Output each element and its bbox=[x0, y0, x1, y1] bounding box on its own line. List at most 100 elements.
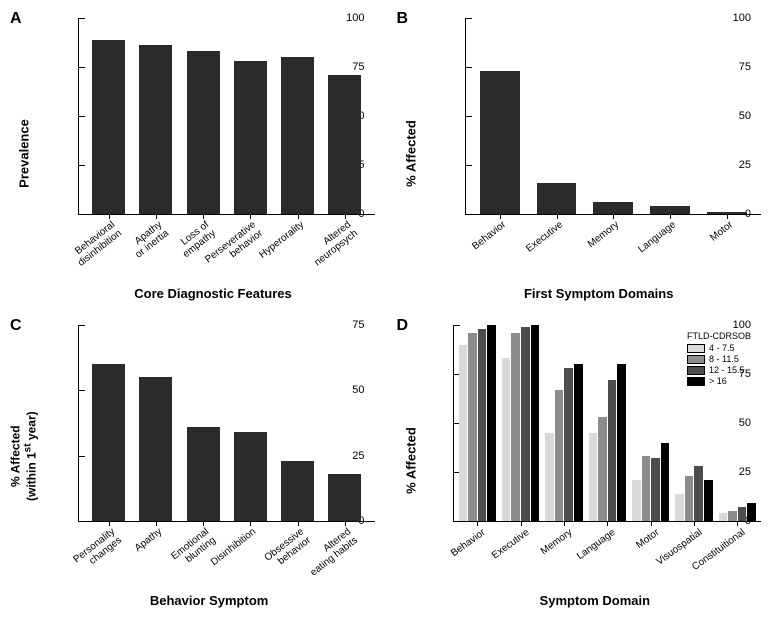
y-axis-label-line1: % Affected bbox=[8, 425, 22, 487]
bar-slot: Language bbox=[642, 18, 699, 214]
legend-swatch bbox=[687, 377, 705, 386]
x-tick-label: Alteredeating habits bbox=[302, 527, 360, 578]
bar-slot: Obsessivebehavior bbox=[274, 325, 321, 521]
x-tick-label: Behavior bbox=[471, 220, 509, 253]
bar bbox=[738, 507, 747, 521]
bar bbox=[187, 51, 220, 214]
bar bbox=[468, 333, 477, 521]
legend-title: FTLD-CDRSOB bbox=[687, 331, 751, 341]
bar-group: Behavior bbox=[456, 325, 499, 521]
legend-item: 12 - 15.5 bbox=[687, 365, 751, 375]
legend-label: 12 - 15.5 bbox=[709, 365, 745, 375]
panel-letter: A bbox=[10, 10, 22, 28]
x-tick-label: Executive bbox=[524, 220, 565, 255]
bars-container: BehaviorExecutiveMemoryLanguageMotor bbox=[466, 18, 762, 214]
bar bbox=[598, 417, 607, 521]
panel-letter: D bbox=[397, 317, 409, 335]
x-tick bbox=[651, 521, 652, 526]
y-axis-label: % Affected (within 1st year) bbox=[9, 411, 38, 501]
legend-swatch bbox=[687, 355, 705, 364]
y-tick bbox=[79, 521, 85, 522]
bar bbox=[650, 206, 690, 214]
bar-slot: Behavior bbox=[472, 18, 529, 214]
bar bbox=[328, 474, 361, 521]
bar bbox=[704, 480, 713, 521]
bar bbox=[234, 432, 267, 521]
bar-slot: Perseverativebehavior bbox=[227, 18, 274, 214]
bar-group: Executive bbox=[499, 325, 542, 521]
panel-letter: C bbox=[10, 317, 22, 335]
x-axis-label: Behavior Symptom bbox=[150, 593, 268, 608]
x-tick bbox=[564, 521, 565, 526]
bar bbox=[459, 345, 468, 521]
panel-d: D % Affected 0255075100BehaviorExecutive… bbox=[397, 317, 772, 612]
x-tick-label: Executive bbox=[489, 527, 531, 561]
x-tick-label: Behavior bbox=[449, 527, 487, 559]
bar-slot: Executive bbox=[528, 18, 585, 214]
legend-label: > 16 bbox=[709, 376, 727, 386]
bar bbox=[719, 513, 728, 521]
chart-area: 0255075100BehaviorExecutiveMemoryLanguag… bbox=[465, 18, 762, 215]
bar-slot: Apathy bbox=[132, 325, 179, 521]
bar bbox=[632, 480, 641, 521]
bar-slot: Loss ofempathy bbox=[180, 18, 227, 214]
bar bbox=[511, 333, 520, 521]
y-axis-label-line2: (within 1st year) bbox=[25, 411, 39, 501]
chart-area: 0255075100BehaviorExecutiveMemoryLanguag… bbox=[453, 325, 762, 522]
bar bbox=[92, 40, 125, 214]
panel-c: C % Affected (within 1st year) 0255075Pe… bbox=[10, 317, 385, 612]
bar bbox=[747, 503, 756, 521]
x-tick-label: Language bbox=[575, 527, 617, 562]
legend-item: 4 - 7.5 bbox=[687, 343, 751, 353]
y-tick bbox=[454, 521, 460, 522]
y-tick bbox=[79, 214, 85, 215]
bar bbox=[139, 377, 172, 521]
legend: FTLD-CDRSOB 4 - 7.58 - 11.512 - 15.5> 16 bbox=[685, 329, 753, 389]
bar bbox=[480, 71, 520, 214]
y-tick bbox=[466, 214, 472, 215]
bar-group: Memory bbox=[542, 325, 585, 521]
x-tick-label: Behavioraldisinhibition bbox=[69, 220, 123, 269]
bar bbox=[139, 45, 172, 214]
bar-group: Motor bbox=[629, 325, 672, 521]
x-tick-label: Language bbox=[637, 220, 679, 256]
bar bbox=[281, 57, 314, 214]
chart-area: 0255075100BehavioraldisinhibitionApathyo… bbox=[78, 18, 375, 215]
bar bbox=[574, 364, 583, 521]
bar-slot: Alteredeating habits bbox=[321, 325, 368, 521]
x-tick-label: Memory bbox=[539, 527, 575, 557]
panel-a: A Prevalence 0255075100Behavioraldisinhi… bbox=[10, 10, 385, 305]
x-tick-label: Alteredneuropsych bbox=[306, 220, 360, 268]
bar bbox=[675, 494, 684, 521]
x-tick-label: Apathy bbox=[133, 527, 164, 554]
bar bbox=[555, 390, 564, 521]
bars-container: BehavioraldisinhibitionApathyor inertiaL… bbox=[79, 18, 375, 214]
bar-slot: Emotionalblunting bbox=[180, 325, 227, 521]
x-tick bbox=[477, 521, 478, 526]
legend-item: 8 - 11.5 bbox=[687, 354, 751, 364]
x-tick-label: Memory bbox=[587, 220, 622, 251]
x-tick-label: Motor bbox=[634, 527, 661, 551]
bar bbox=[531, 325, 540, 521]
bar-slot: Behavioraldisinhibition bbox=[85, 18, 132, 214]
bar-slot: Disinhibition bbox=[227, 325, 274, 521]
x-tick bbox=[737, 521, 738, 526]
bar-slot: Apathyor inertia bbox=[132, 18, 179, 214]
x-tick-label: Perseverativebehavior bbox=[204, 220, 265, 274]
legend-label: 4 - 7.5 bbox=[709, 343, 735, 353]
y-axis-label: % Affected bbox=[403, 120, 418, 187]
bar bbox=[685, 476, 694, 521]
chart-grid: A Prevalence 0255075100Behavioraldisinhi… bbox=[10, 10, 771, 612]
legend-swatch bbox=[687, 344, 705, 353]
panel-b: B % Affected 0255075100BehaviorExecutive… bbox=[397, 10, 772, 305]
x-axis-label: Symptom Domain bbox=[540, 593, 651, 608]
legend-item: > 16 bbox=[687, 376, 751, 386]
bar bbox=[545, 433, 554, 521]
bar-slot: Alteredneuropsych bbox=[321, 18, 368, 214]
x-axis-label: Core Diagnostic Features bbox=[134, 286, 292, 301]
panel-letter: B bbox=[397, 10, 409, 28]
bar bbox=[537, 183, 577, 214]
x-tick bbox=[694, 521, 695, 526]
bar bbox=[694, 466, 703, 521]
bars-container: PersonalitychangesApathyEmotionalbluntin… bbox=[79, 325, 375, 521]
